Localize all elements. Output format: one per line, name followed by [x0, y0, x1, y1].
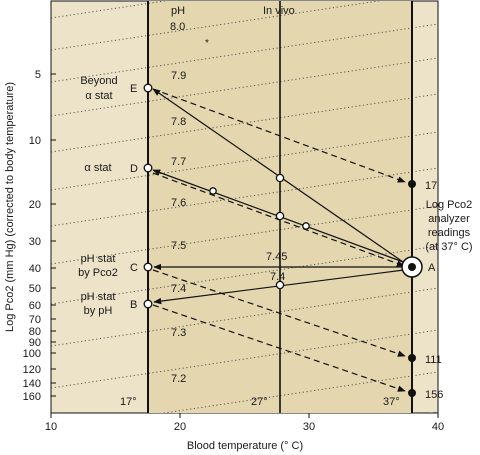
- analyzer-value-111: 111: [425, 354, 442, 366]
- asterisk-mark: *: [205, 38, 209, 49]
- isopleth-line: [51, 245, 438, 305]
- strategy-c-line1: pH stat: [81, 253, 116, 265]
- arrow-c-to-111: [152, 269, 406, 357]
- isopleth-line: [51, 329, 438, 389]
- analyzer-point-156: [408, 389, 416, 397]
- analyzer-caption-line: (at 37° C): [425, 241, 472, 253]
- y-tick-label: 10: [29, 135, 41, 147]
- isopleth-line: [51, 287, 438, 347]
- point-c: [143, 262, 153, 272]
- isopleth-line: [51, 1, 382, 51]
- column-label-in-vivo: In vivo: [263, 5, 295, 17]
- y-tick-label: 30: [29, 236, 41, 248]
- x-tick-label: 40: [432, 421, 444, 433]
- isopleth-line: [51, 1, 168, 19]
- isopleth-label: 7.6: [171, 197, 186, 209]
- alpha-stat-point-1: [209, 187, 217, 195]
- strategy-e-letter: E: [130, 83, 137, 95]
- point-b: [143, 299, 153, 309]
- y-tick-label: 160: [23, 391, 41, 403]
- point-a-inner: [408, 263, 416, 271]
- alpha-stat-point-2: [302, 222, 310, 230]
- y-tick-label: 70: [29, 314, 41, 326]
- isopleth-line: [51, 167, 438, 227]
- analyzer-point-111: [408, 354, 416, 362]
- isopleth-label: 7.4: [270, 271, 285, 283]
- strategy-labels: Beyond α stat E α stat D pH stat by Pco2…: [78, 75, 138, 317]
- arrow-b-to-156: [152, 304, 406, 392]
- invivo-point-upper: [275, 173, 285, 183]
- y-tick-label: 5: [35, 69, 41, 81]
- y-tick-label: 90: [29, 337, 41, 349]
- column-label-ph: pH: [171, 5, 185, 17]
- x-axis: 10 20 30 40: [45, 413, 444, 433]
- x-tick-label: 20: [174, 421, 186, 433]
- strategy-e-line1: Beyond: [80, 75, 117, 87]
- y-tick-label: 60: [29, 300, 41, 312]
- x-axis-title: Blood temperature (° C): [187, 440, 303, 452]
- analyzer-value-17: 17: [425, 180, 437, 192]
- bottom-temp-27: 27°: [251, 396, 268, 408]
- analyzer-caption-line: analyzer: [428, 213, 470, 225]
- y-axis: 5 10 20 30 40 50 60 70 80 90 100 120 140…: [23, 69, 56, 403]
- strategy-c-letter: C: [130, 262, 138, 274]
- bottom-temp-37: 37°: [383, 396, 400, 408]
- point-e: [143, 83, 153, 93]
- isopleth-line: [51, 93, 438, 153]
- y-tick-label: 120: [23, 364, 41, 376]
- analyzer-caption-line: readings: [428, 227, 471, 239]
- x-tick-label: 30: [303, 421, 315, 433]
- strategy-d-line1: α stat: [84, 162, 111, 174]
- invivo-point-middle: [275, 211, 285, 221]
- y-tick-label: 40: [29, 263, 41, 275]
- point-d: [143, 163, 153, 173]
- strategy-b-line2: by pH: [84, 305, 113, 317]
- y-tick-label: 20: [29, 199, 41, 211]
- isopleth-label: 7.5: [171, 240, 186, 252]
- analyzer-point-17: [408, 180, 416, 188]
- isopleth-label: 7.2: [171, 373, 186, 385]
- isopleth-label: 7.7: [171, 156, 186, 168]
- strategy-c-line2: by Pco2: [78, 267, 118, 279]
- analyzer-caption-line: Log Pco2: [426, 199, 472, 211]
- isopleth-label: 7.9: [171, 70, 186, 82]
- invivo-point-lower: [275, 280, 285, 290]
- point-a-label: A: [428, 262, 436, 274]
- isopleth-label: 7.4: [171, 283, 186, 295]
- isopleth-label: 8.0: [170, 21, 185, 33]
- isopleth-label: 7.3: [171, 327, 186, 339]
- isopleth-line: [51, 57, 438, 117]
- ph-isopleth-lines: [51, 1, 438, 413]
- isopleth-label: 7.45: [266, 251, 287, 263]
- isopleth-labels: 8.0 7.9 7.8 7.7 7.6 7.5 7.45 7.4 7.4 7.3…: [170, 21, 287, 385]
- bottom-temp-17: 17°: [120, 396, 137, 408]
- y-axis-title: Log Pco2 (mm Hg) (corrected to body temp…: [4, 82, 16, 332]
- y-tick-label: 50: [29, 283, 41, 295]
- arrow-e-to-17: [152, 88, 406, 183]
- y-tick-label: 140: [23, 378, 41, 390]
- strategy-d-letter: D: [130, 163, 138, 175]
- isopleth-line: [51, 205, 438, 265]
- strategy-b-line1: pH stat: [81, 291, 116, 303]
- y-tick-label: 80: [29, 326, 41, 338]
- strategy-b-letter: B: [130, 299, 137, 311]
- isopleth-line: [51, 131, 438, 191]
- isopleth-line: [51, 23, 438, 83]
- analyzer-value-156: 156: [425, 389, 443, 401]
- analyzer-caption: Log Pco2 analyzer readings (at 37° C): [425, 199, 472, 253]
- strategy-e-line2: α stat: [85, 90, 112, 102]
- y-tick-label: 100: [23, 348, 41, 360]
- x-tick-label: 10: [45, 421, 57, 433]
- isopleth-label: 7.8: [171, 116, 186, 128]
